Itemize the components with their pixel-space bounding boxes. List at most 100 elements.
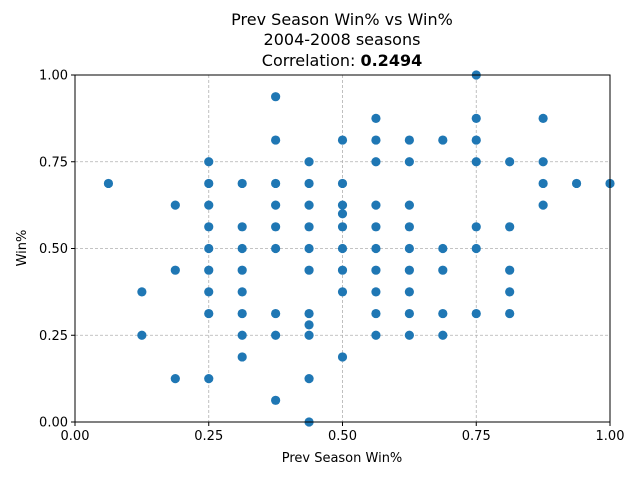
data-point-38: [304, 308, 314, 319]
data-point-20: [237, 308, 247, 319]
x-tick-label-2: 0.50: [328, 429, 357, 444]
y-tick-label-2: 0.50: [39, 242, 68, 257]
data-point-49: [337, 265, 348, 275]
data-point-0: [103, 178, 114, 189]
data-point-1: [137, 287, 147, 297]
data-point-26: [271, 200, 281, 210]
y-axis-label: Win%: [15, 230, 30, 267]
data-point-74: [438, 308, 448, 319]
data-point-72: [438, 243, 448, 254]
data-point-78: [471, 135, 481, 145]
data-point-32: [304, 157, 314, 167]
data-point-71: [438, 135, 448, 145]
data-point-46: [337, 209, 348, 219]
data-point-59: [371, 287, 381, 297]
data-point-22: [237, 352, 247, 362]
data-point-11: [204, 265, 214, 275]
data-point-61: [371, 330, 381, 340]
data-point-82: [471, 308, 481, 319]
data-point-2: [137, 330, 147, 340]
data-point-40: [304, 330, 314, 340]
data-point-68: [404, 287, 414, 297]
data-point-4: [170, 265, 180, 275]
chart-title: Prev Season Win% vs Win%: [231, 10, 453, 29]
chart-correlation: Correlation: 0.2494: [262, 51, 422, 70]
data-point-36: [304, 243, 314, 254]
data-point-67: [404, 265, 414, 275]
data-point-29: [271, 308, 281, 319]
data-point-25: [271, 178, 281, 189]
data-point-47: [337, 222, 348, 232]
data-points: [103, 70, 615, 427]
data-point-23: [271, 92, 281, 102]
data-point-50: [337, 287, 348, 297]
data-point-53: [371, 135, 381, 145]
data-point-41: [304, 374, 314, 384]
data-point-70: [404, 330, 414, 340]
y-axis-ticks: 0.00 0.25 0.50 0.75 1.00: [39, 69, 75, 431]
y-tick-label-0: 0.00: [39, 416, 68, 431]
data-point-45: [337, 200, 348, 210]
data-point-64: [404, 200, 414, 210]
x-axis-label: Prev Season Win%: [282, 451, 403, 466]
data-point-12: [204, 287, 214, 297]
data-point-56: [371, 222, 381, 232]
data-point-83: [505, 157, 515, 167]
data-point-87: [505, 308, 515, 319]
data-point-66: [404, 243, 414, 254]
correlation-value: 0.2494: [360, 51, 422, 70]
data-point-21: [237, 330, 247, 340]
data-point-15: [237, 178, 247, 189]
data-point-16: [237, 222, 247, 232]
data-point-81: [471, 243, 481, 254]
data-point-28: [271, 243, 281, 254]
correlation-label: Correlation:: [262, 51, 361, 70]
data-point-34: [304, 200, 314, 210]
data-point-24: [271, 135, 281, 145]
data-point-17: [237, 243, 247, 254]
data-point-89: [538, 157, 548, 167]
data-point-58: [371, 265, 381, 275]
data-point-6: [204, 157, 214, 167]
data-point-54: [371, 157, 381, 167]
data-point-57: [371, 243, 381, 254]
data-point-75: [438, 330, 448, 340]
data-point-37: [304, 265, 314, 275]
data-point-84: [505, 222, 515, 232]
data-point-10: [204, 243, 214, 254]
chart-subtitle: 2004-2008 seasons: [264, 30, 421, 49]
data-point-5: [170, 374, 180, 384]
data-point-90: [538, 178, 548, 189]
data-point-35: [304, 222, 314, 232]
x-tick-label-0: 0.00: [61, 429, 90, 444]
data-point-60: [371, 308, 381, 319]
data-point-48: [337, 243, 348, 254]
data-point-13: [204, 308, 214, 319]
data-point-85: [505, 265, 515, 275]
data-point-33: [304, 178, 314, 189]
y-tick-label-3: 0.75: [39, 155, 68, 170]
data-point-9: [204, 222, 214, 232]
data-point-43: [337, 135, 348, 145]
data-point-14: [204, 374, 214, 384]
data-point-51: [337, 352, 348, 362]
data-point-8: [204, 200, 214, 210]
data-point-80: [471, 222, 481, 232]
data-point-18: [237, 265, 247, 275]
data-point-65: [404, 222, 414, 232]
y-tick-label-4: 1.00: [39, 69, 68, 84]
x-tick-label-1: 0.25: [194, 429, 223, 444]
data-point-19: [237, 287, 247, 297]
data-point-30: [271, 330, 281, 340]
data-point-44: [337, 178, 348, 189]
data-point-39: [304, 320, 314, 330]
data-point-62: [404, 135, 414, 145]
data-point-3: [170, 200, 180, 210]
data-point-69: [404, 308, 414, 319]
data-point-73: [438, 265, 448, 275]
data-point-88: [538, 113, 548, 123]
x-axis-ticks: 0.00 0.25 0.50 0.75 1.00: [61, 422, 624, 444]
x-tick-label-3: 0.75: [462, 429, 491, 444]
data-point-91: [538, 200, 548, 210]
